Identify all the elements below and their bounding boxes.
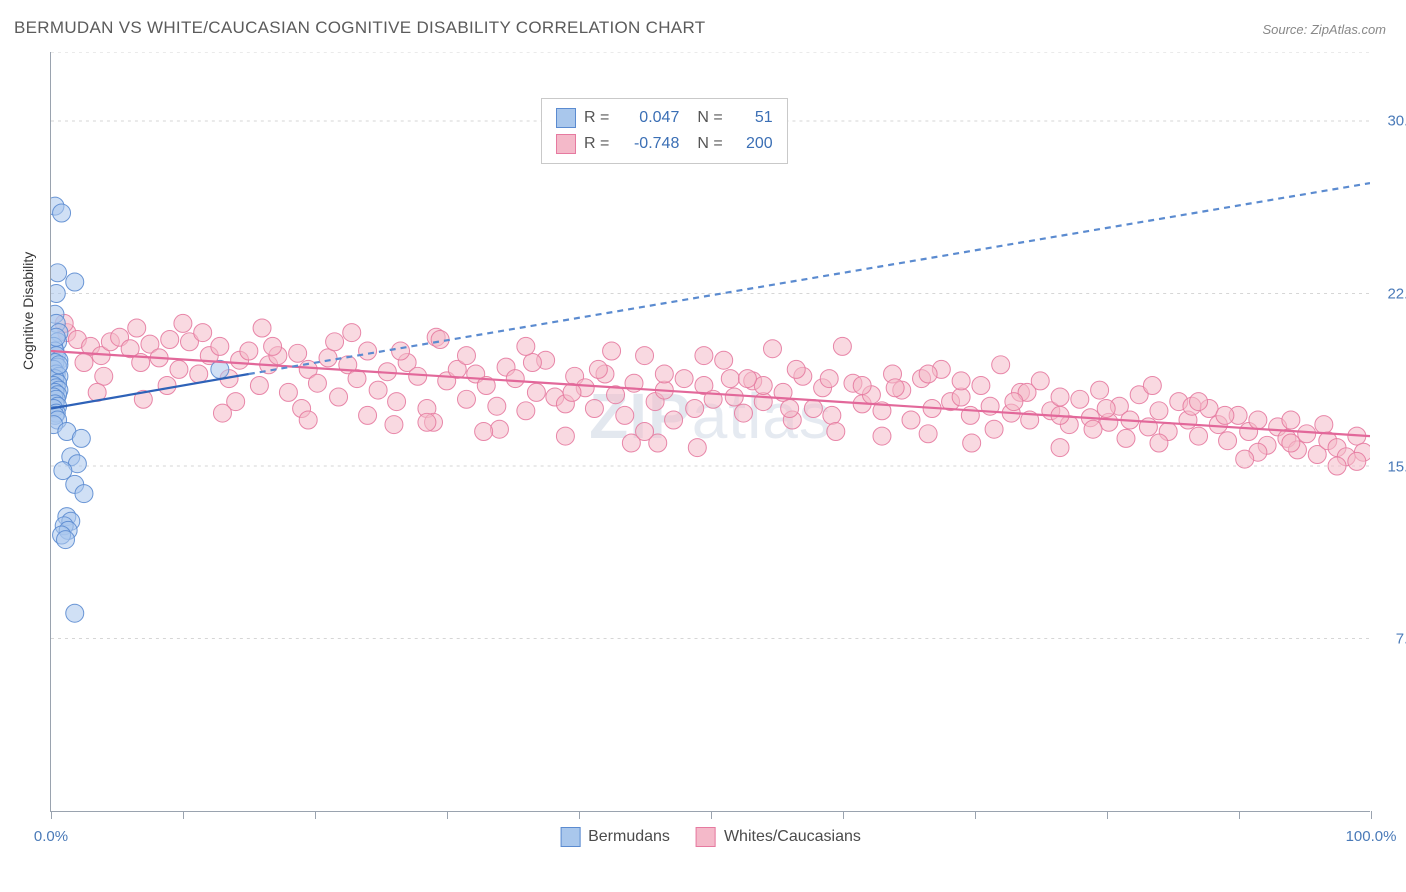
plot-area: ZIPatlas R = 0.047 N = 51 R = -0.748 N =… xyxy=(50,52,1370,812)
legend-swatch-icon xyxy=(696,827,716,847)
legend-label-whites: Whites/Caucasians xyxy=(724,828,861,846)
legend-item-whites: Whites/Caucasians xyxy=(696,827,861,847)
y-tick-label: 30.0% xyxy=(1387,113,1406,130)
y-axis-label: Cognitive Disability xyxy=(20,252,36,370)
correlation-legend: R = 0.047 N = 51 R = -0.748 N = 200 xyxy=(541,98,788,164)
legend-label-bermudans: Bermudans xyxy=(588,828,670,846)
legend-row-bermudans: R = 0.047 N = 51 xyxy=(556,105,773,131)
legend-swatch-whites xyxy=(556,134,576,154)
chart-title: BERMUDAN VS WHITE/CAUCASIAN COGNITIVE DI… xyxy=(14,18,705,38)
n-value-whites: 200 xyxy=(731,131,773,157)
chart-container: BERMUDAN VS WHITE/CAUCASIAN COGNITIVE DI… xyxy=(10,10,1396,882)
series-legend: Bermudans Whites/Caucasians xyxy=(560,827,861,847)
n-label: N = xyxy=(697,105,722,131)
legend-swatch-bermudans xyxy=(556,108,576,128)
y-tick-label: 22.5% xyxy=(1387,285,1406,302)
n-label: N = xyxy=(697,131,722,157)
r-label: R = xyxy=(584,131,609,157)
r-label: R = xyxy=(584,105,609,131)
scatter-svg xyxy=(51,52,1370,811)
y-tick-label: 7.5% xyxy=(1396,631,1406,648)
legend-swatch-icon xyxy=(560,827,580,847)
legend-row-whites: R = -0.748 N = 200 xyxy=(556,131,773,157)
x-tick-label: 100.0% xyxy=(1346,828,1397,845)
source-attribution: Source: ZipAtlas.com xyxy=(1262,22,1386,37)
n-value-bermudans: 51 xyxy=(731,105,773,131)
y-tick-label: 15.0% xyxy=(1387,458,1406,475)
x-tick-label: 0.0% xyxy=(34,828,68,845)
r-value-whites: -0.748 xyxy=(617,131,679,157)
r-value-bermudans: 0.047 xyxy=(617,105,679,131)
legend-item-bermudans: Bermudans xyxy=(560,827,670,847)
